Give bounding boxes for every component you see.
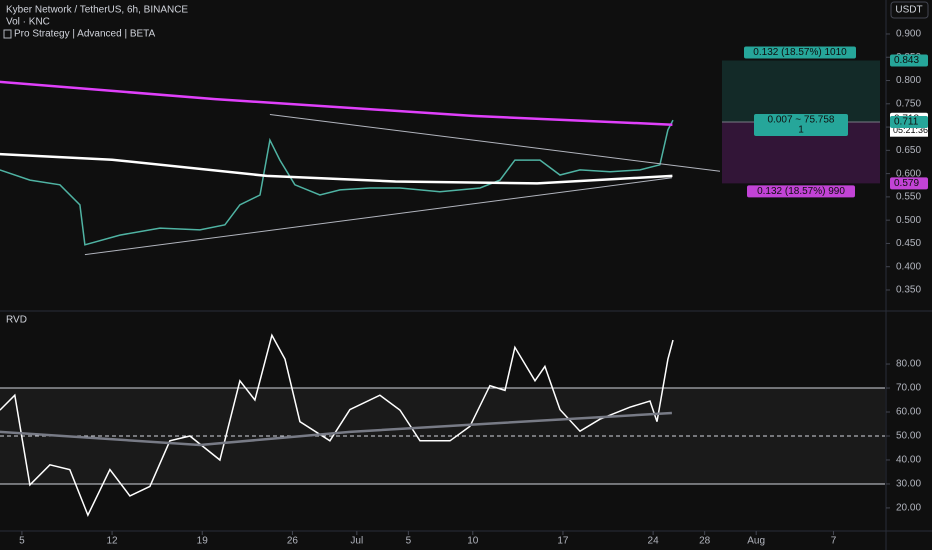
stop-label: 0.132 (18.57%) 990 xyxy=(757,186,845,197)
currency-button[interactable] xyxy=(890,1,929,19)
y-tick-label: 0.550 xyxy=(896,192,921,203)
profit-zone xyxy=(722,60,880,122)
x-tick-label: 10 xyxy=(467,536,479,547)
price-tag xyxy=(890,177,928,190)
x-tick-label: Aug xyxy=(747,536,765,547)
y-tick-label: 0.450 xyxy=(896,238,921,249)
price-tag-label: 0.711 xyxy=(894,117,919,128)
y-tick-label: 60.00 xyxy=(896,407,921,418)
y-tick-label: 0.800 xyxy=(896,75,921,86)
y-tick-label: 30.00 xyxy=(896,479,921,490)
x-tick-label: 28 xyxy=(699,536,711,547)
x-tick-label: Jul xyxy=(350,536,363,547)
target-label: 0.132 (18.57%) 1010 xyxy=(753,47,847,58)
x-tick-label: 17 xyxy=(557,536,569,547)
series-line xyxy=(269,114,721,172)
price-tag xyxy=(890,115,928,128)
y-tick-label: 50.00 xyxy=(896,431,921,442)
x-tick-label: 12 xyxy=(107,536,119,547)
y-tick-label: 0.900 xyxy=(896,29,921,40)
indicator-label: Pro Strategy | Advanced | BETA xyxy=(14,29,156,40)
y-tick-label: 0.750 xyxy=(896,98,921,109)
indicator-title: RVD xyxy=(6,315,27,326)
series-line xyxy=(0,119,674,246)
label-box xyxy=(744,46,856,59)
series-line xyxy=(0,333,674,517)
y-tick-label: 20.00 xyxy=(896,503,921,514)
qty-label: 1 xyxy=(798,125,804,136)
x-tick-label: 7 xyxy=(831,536,837,547)
series-line xyxy=(84,177,672,256)
series-line xyxy=(0,411,672,447)
price-tag-label: 0.843 xyxy=(894,55,919,66)
x-tick-label: 5 xyxy=(19,536,25,547)
x-tick-label: 24 xyxy=(648,536,660,547)
indicator-icon xyxy=(3,29,12,39)
y-tick-label: 80.00 xyxy=(896,359,921,370)
series-line xyxy=(0,80,673,126)
y-tick-label: 40.00 xyxy=(896,455,921,466)
label-box xyxy=(747,185,855,198)
y-tick-label: 0.400 xyxy=(896,261,921,272)
price-tag-label: 0.579 xyxy=(894,178,919,189)
x-tick-label: 26 xyxy=(287,536,299,547)
y-tick-label: 0.600 xyxy=(896,168,921,179)
currency-label[interactable]: USDT xyxy=(895,5,922,16)
label-box xyxy=(754,113,848,136)
indicator-label: Vol · KNC xyxy=(6,17,50,28)
y-tick-label: 0.650 xyxy=(896,145,921,156)
countdown-label: 05:21:36 xyxy=(893,125,928,135)
chart-title: Kyber Network / TetherUS, 6h, BINANCE xyxy=(6,5,188,16)
series-line xyxy=(0,152,673,185)
y-tick-label: 70.00 xyxy=(896,383,921,394)
price-tag xyxy=(890,54,928,67)
y-tick-label: 0.500 xyxy=(896,215,921,226)
x-tick-label: 19 xyxy=(197,536,209,547)
entry-label: 0.007 ~ 75.758 xyxy=(767,115,834,126)
x-tick-label: 5 xyxy=(406,536,412,547)
y-tick-label: 0.350 xyxy=(896,285,921,296)
